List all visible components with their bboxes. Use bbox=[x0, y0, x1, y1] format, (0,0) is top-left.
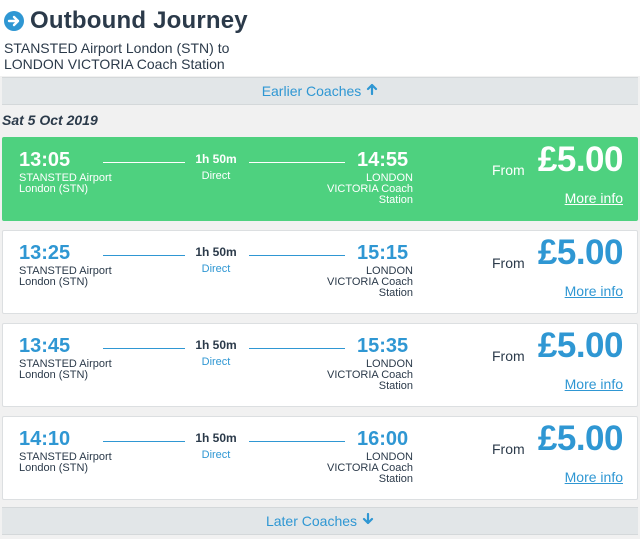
departure-stop: STANSTED Airport London (STN) bbox=[19, 173, 149, 195]
arrival-time: 16:00 bbox=[357, 428, 409, 450]
price-from-label: From bbox=[492, 162, 525, 178]
route-line bbox=[103, 162, 185, 163]
journey-type: Direct bbox=[201, 263, 231, 275]
departure-stop: STANSTED Airport London (STN) bbox=[19, 452, 149, 474]
departure-time: 13:05 bbox=[19, 149, 71, 171]
route-line bbox=[249, 348, 345, 349]
route-origin: STANSTED Airport London (STN) to bbox=[4, 40, 230, 56]
more-info-link[interactable]: More info bbox=[564, 469, 623, 485]
departure-stop-line: STANSTED Airport bbox=[19, 451, 112, 463]
journey-type: Direct bbox=[201, 170, 231, 182]
departure-time: 13:25 bbox=[19, 242, 71, 264]
departure-stop-line: London (STN) bbox=[19, 369, 89, 381]
fare-price: £5.00 bbox=[537, 326, 624, 365]
route-line bbox=[249, 162, 345, 163]
arrival-stop-line: LONDON bbox=[365, 172, 413, 184]
arrow-up-icon bbox=[366, 82, 378, 100]
departure-stop-line: London (STN) bbox=[19, 183, 89, 195]
arrival-time: 14:55 bbox=[357, 149, 409, 171]
later-coaches-button[interactable]: Later Coaches bbox=[2, 507, 638, 535]
journey-duration: 1h 50m bbox=[195, 338, 237, 352]
route-line bbox=[249, 441, 345, 442]
arrival-stop: LONDON VICTORIA Coach Station bbox=[303, 452, 413, 485]
departure-stop-line: STANSTED Airport bbox=[19, 265, 112, 277]
arrival-stop-line: Station bbox=[378, 380, 413, 392]
arrival-stop-line: LONDON bbox=[365, 265, 413, 277]
price-from-label: From bbox=[492, 441, 525, 457]
journey-duration: 1h 50m bbox=[195, 431, 237, 445]
route-line bbox=[103, 441, 185, 442]
departure-stop-line: London (STN) bbox=[19, 276, 89, 288]
journey-card[interactable]: 14:10 1h 50m Direct 16:00 STANSTED Airport Lo… bbox=[2, 416, 638, 500]
route-line bbox=[103, 348, 185, 349]
journey-card[interactable]: 13:25 1h 50m Direct 15:15 STANSTED Airport Lo… bbox=[2, 230, 638, 314]
title-row: Outbound Journey bbox=[4, 7, 248, 35]
later-coaches-label: Later Coaches bbox=[265, 513, 358, 529]
arrival-stop-line: Station bbox=[378, 287, 413, 299]
arrival-stop: LONDON VICTORIA Coach Station bbox=[303, 359, 413, 392]
departure-time: 13:45 bbox=[19, 335, 71, 357]
departure-stop-line: STANSTED Airport bbox=[19, 172, 112, 184]
arrival-stop-line: VICTORIA Coach bbox=[327, 369, 413, 381]
journey-duration: 1h 50m bbox=[195, 152, 237, 166]
journey-type: Direct bbox=[201, 356, 231, 368]
arrival-stop-line: VICTORIA Coach bbox=[327, 462, 413, 474]
arrival-stop: LONDON VICTORIA Coach Station bbox=[303, 173, 413, 206]
route-destination: LONDON VICTORIA Coach Station bbox=[4, 56, 225, 72]
price-from-label: From bbox=[492, 255, 525, 271]
more-info-link[interactable]: More info bbox=[564, 283, 623, 299]
earlier-coaches-button[interactable]: Earlier Coaches bbox=[2, 77, 638, 105]
journey-header: Outbound Journey STANSTED Airport London… bbox=[0, 0, 640, 76]
departure-stop-line: STANSTED Airport bbox=[19, 358, 112, 370]
arrival-time: 15:15 bbox=[357, 242, 409, 264]
journey-card[interactable]: 13:45 1h 50m Direct 15:35 STANSTED Airport Lo… bbox=[2, 323, 638, 407]
fare-price: £5.00 bbox=[537, 140, 624, 179]
page-title: Outbound Journey bbox=[30, 7, 248, 34]
arrow-down-icon bbox=[362, 512, 374, 530]
journey-duration: 1h 50m bbox=[195, 245, 237, 259]
more-info-link[interactable]: More info bbox=[564, 376, 623, 392]
more-info-link[interactable]: More info bbox=[564, 190, 623, 206]
fare-price: £5.00 bbox=[537, 233, 624, 272]
price-from-label: From bbox=[492, 348, 525, 364]
arrival-stop-line: Station bbox=[378, 194, 413, 206]
journey-type: Direct bbox=[201, 449, 231, 461]
arrival-stop-line: Station bbox=[378, 473, 413, 485]
journey-card[interactable]: 13:05 1h 50m Direct 14:55 STANSTED Airport Lo… bbox=[2, 137, 638, 221]
arrow-right-circle-icon bbox=[4, 11, 24, 31]
arrival-stop-line: VICTORIA Coach bbox=[327, 183, 413, 195]
departure-stop-line: London (STN) bbox=[19, 462, 89, 474]
fare-price: £5.00 bbox=[537, 419, 624, 458]
arrival-stop-line: LONDON bbox=[365, 451, 413, 463]
arrival-time: 15:35 bbox=[357, 335, 409, 357]
departure-time: 14:10 bbox=[19, 428, 71, 450]
arrival-stop: LONDON VICTORIA Coach Station bbox=[303, 266, 413, 299]
arrival-stop-line: LONDON bbox=[365, 358, 413, 370]
route-line bbox=[103, 255, 185, 256]
earlier-coaches-label: Earlier Coaches bbox=[261, 83, 362, 99]
arrival-stop-line: VICTORIA Coach bbox=[327, 276, 413, 288]
departure-stop: STANSTED Airport London (STN) bbox=[19, 266, 149, 288]
departure-stop: STANSTED Airport London (STN) bbox=[19, 359, 149, 381]
journey-date: Sat 5 Oct 2019 bbox=[2, 112, 98, 128]
route-line bbox=[249, 255, 345, 256]
